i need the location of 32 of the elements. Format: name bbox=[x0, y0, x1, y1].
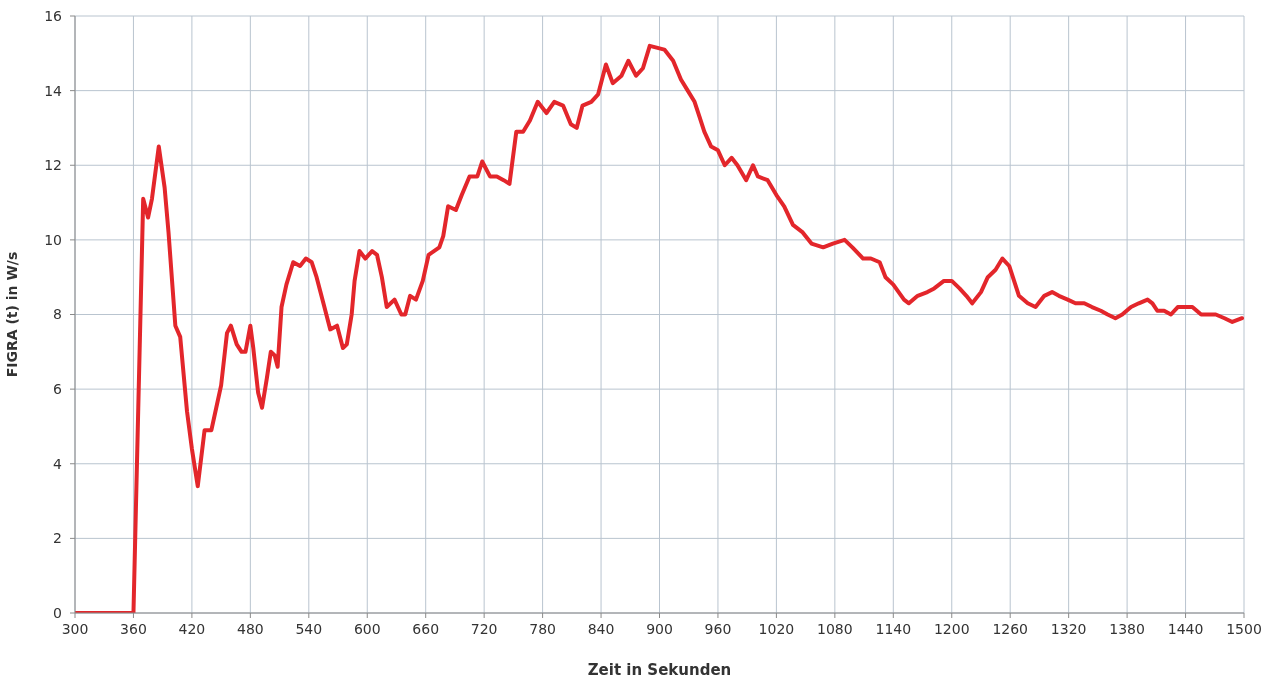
x-tick-label: 840 bbox=[587, 620, 615, 637]
x-tick-label: 1440 bbox=[1167, 620, 1204, 637]
y-tick-label: 8 bbox=[53, 306, 62, 323]
x-tick-label: 600 bbox=[353, 620, 381, 637]
x-tick-label: 900 bbox=[646, 620, 673, 637]
x-tick-label: 360 bbox=[120, 620, 147, 637]
x-tick-label: 780 bbox=[529, 620, 556, 637]
y-tick-label: 10 bbox=[44, 231, 62, 248]
x-tick-label: 540 bbox=[295, 620, 323, 637]
x-tick-label: 1020 bbox=[758, 620, 795, 637]
x-tick-label: 1200 bbox=[933, 620, 970, 637]
x-tick-label: 660 bbox=[412, 620, 440, 637]
x-tick-label: 1500 bbox=[1226, 620, 1262, 637]
y-tick-label: 16 bbox=[44, 7, 63, 24]
x-tick-label: 960 bbox=[704, 620, 732, 637]
x-tick-label: 1260 bbox=[992, 620, 1029, 637]
x-tick-label: 420 bbox=[178, 620, 206, 637]
x-tick-label: 1380 bbox=[1109, 620, 1145, 637]
x-tick-label: 720 bbox=[470, 620, 498, 637]
x-tick-label: 1140 bbox=[875, 620, 912, 637]
x-tick-label: 1080 bbox=[817, 620, 853, 637]
y-axis-title: FIGRA (t) in W/s bbox=[3, 251, 20, 378]
y-tick-label: 14 bbox=[44, 82, 63, 99]
y-tick-label: 0 bbox=[53, 604, 62, 621]
x-tick-label: 1320 bbox=[1050, 620, 1087, 637]
y-tick-label: 4 bbox=[53, 455, 63, 472]
y-tick-label: 12 bbox=[44, 157, 62, 174]
x-tick-label: 300 bbox=[61, 620, 89, 637]
y-tick-label: 2 bbox=[53, 530, 62, 547]
x-axis-title: Zeit in Sekunden bbox=[587, 661, 732, 679]
x-tick-label: 480 bbox=[236, 620, 264, 637]
y-tick-label: 6 bbox=[53, 381, 63, 398]
